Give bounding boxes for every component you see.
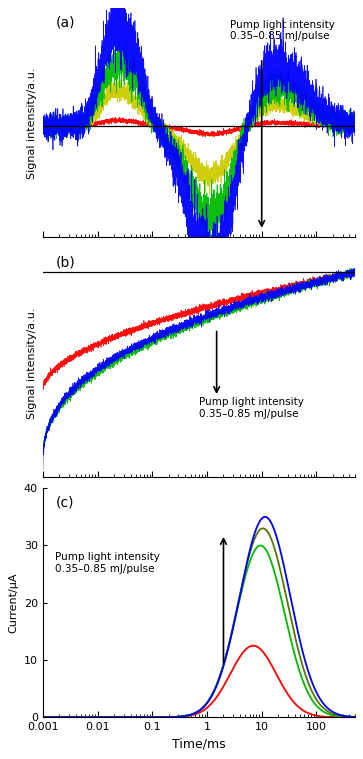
Y-axis label: Current/μA: Current/μA bbox=[8, 572, 19, 633]
Y-axis label: Signal intensity/a.u.: Signal intensity/a.u. bbox=[27, 67, 37, 178]
X-axis label: Time/ms: Time/ms bbox=[172, 738, 225, 751]
Text: (b): (b) bbox=[55, 255, 75, 269]
Y-axis label: Signal intensity/a.u.: Signal intensity/a.u. bbox=[27, 307, 37, 418]
Text: Pump light intensity
0.35–0.85 mJ/pulse: Pump light intensity 0.35–0.85 mJ/pulse bbox=[199, 397, 303, 419]
Text: (a): (a) bbox=[55, 15, 75, 29]
Text: (c): (c) bbox=[55, 495, 74, 509]
Text: Pump light intensity
0.35–0.85 mJ/pulse: Pump light intensity 0.35–0.85 mJ/pulse bbox=[55, 553, 160, 574]
Text: Pump light intensity
0.35–0.85 mJ/pulse: Pump light intensity 0.35–0.85 mJ/pulse bbox=[230, 20, 335, 42]
